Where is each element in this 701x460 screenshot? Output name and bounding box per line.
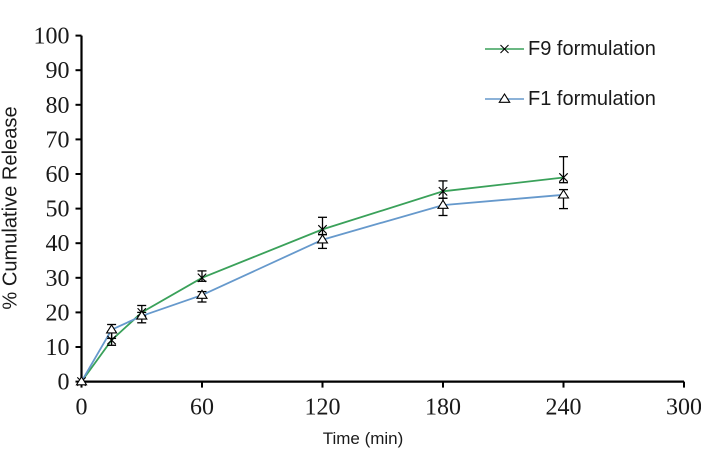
svg-text:0: 0 bbox=[76, 395, 88, 421]
svg-text:100: 100 bbox=[34, 24, 70, 50]
svg-text:F1 formulation: F1 formulation bbox=[528, 88, 656, 110]
svg-text:0: 0 bbox=[58, 370, 70, 396]
svg-text:300: 300 bbox=[666, 395, 701, 421]
svg-text:40: 40 bbox=[46, 231, 70, 257]
svg-text:50: 50 bbox=[46, 197, 70, 223]
svg-text:80: 80 bbox=[46, 93, 70, 119]
svg-text:70: 70 bbox=[46, 127, 70, 153]
svg-text:90: 90 bbox=[46, 58, 70, 84]
svg-text:60: 60 bbox=[46, 162, 70, 188]
svg-text:F9 formulation: F9 formulation bbox=[528, 38, 656, 60]
svg-text:180: 180 bbox=[425, 395, 461, 421]
svg-text:20: 20 bbox=[46, 300, 70, 326]
svg-text:30: 30 bbox=[46, 266, 70, 292]
svg-text:10: 10 bbox=[46, 335, 70, 361]
svg-text:120: 120 bbox=[305, 395, 341, 421]
svg-text:60: 60 bbox=[190, 395, 214, 421]
svg-text:240: 240 bbox=[546, 395, 582, 421]
